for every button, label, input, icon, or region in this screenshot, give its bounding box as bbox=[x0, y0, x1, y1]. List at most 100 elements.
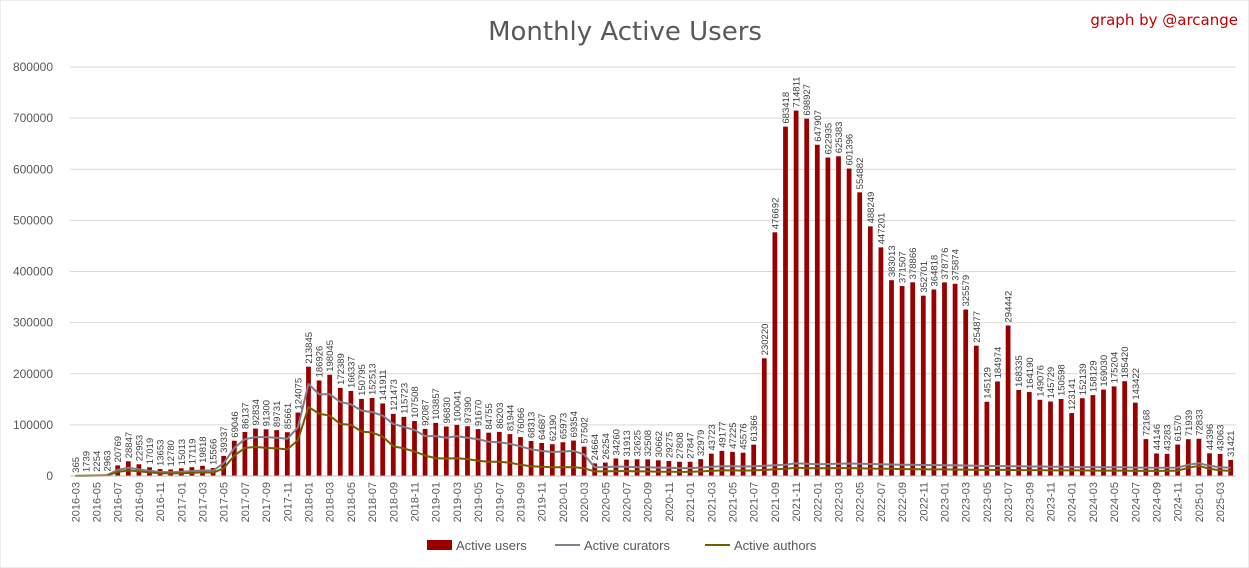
y-tick-label: 500000 bbox=[13, 213, 53, 227]
bar bbox=[708, 453, 714, 476]
x-tick-label: 2016-03 bbox=[70, 482, 82, 522]
bar bbox=[889, 280, 894, 476]
bar bbox=[1090, 395, 1096, 476]
y-tick-label: 800000 bbox=[13, 60, 53, 74]
data-label: 92834 bbox=[251, 399, 262, 425]
bar bbox=[475, 429, 481, 476]
x-tick-label: 2019-03 bbox=[452, 482, 464, 522]
data-label: 100041 bbox=[452, 390, 463, 422]
data-label: 121473 bbox=[389, 379, 400, 411]
data-label: 61366 bbox=[749, 415, 760, 441]
data-label: 45576 bbox=[739, 423, 750, 449]
data-label: 364818 bbox=[929, 255, 940, 287]
data-label: 29275 bbox=[664, 432, 675, 458]
data-label: 65973 bbox=[558, 413, 569, 439]
x-tick-label: 2016-11 bbox=[155, 482, 167, 522]
bar bbox=[825, 157, 831, 476]
x-tick-label: 2016-05 bbox=[92, 482, 104, 522]
legend-label: Active curators bbox=[584, 538, 670, 553]
bar bbox=[274, 430, 280, 476]
data-label: 254877 bbox=[972, 311, 983, 343]
bar bbox=[401, 416, 407, 476]
y-tick-label: 200000 bbox=[13, 367, 53, 381]
data-label: 27808 bbox=[675, 432, 686, 458]
x-tick-label: 2021-05 bbox=[728, 482, 740, 522]
bar bbox=[443, 426, 449, 476]
data-label: 31421 bbox=[1226, 431, 1237, 457]
data-label: 85661 bbox=[283, 403, 294, 429]
data-label: 15013 bbox=[177, 439, 188, 465]
data-label: 2963 bbox=[103, 450, 114, 471]
bar bbox=[1069, 413, 1075, 476]
data-label: 32508 bbox=[643, 430, 654, 456]
bar bbox=[1122, 381, 1128, 476]
data-label: 213845 bbox=[304, 332, 315, 364]
bar bbox=[337, 387, 343, 476]
data-label: 124075 bbox=[293, 378, 304, 410]
bar bbox=[931, 289, 937, 476]
bar bbox=[602, 462, 608, 476]
data-label: 96830 bbox=[442, 397, 453, 423]
x-tick-label: 2024-09 bbox=[1152, 482, 1164, 522]
bar bbox=[560, 442, 566, 476]
data-label: 184974 bbox=[993, 347, 1004, 379]
data-label: 91670 bbox=[474, 400, 485, 426]
data-label: 447201 bbox=[876, 213, 887, 245]
data-label: 92087 bbox=[421, 399, 432, 425]
data-label: 76066 bbox=[516, 408, 527, 434]
data-label: 145129 bbox=[982, 367, 993, 399]
x-tick-label: 2019-05 bbox=[473, 482, 485, 522]
bar bbox=[836, 156, 841, 476]
data-label: 150795 bbox=[357, 364, 368, 396]
data-label: 32979 bbox=[696, 430, 707, 456]
data-label: 91300 bbox=[262, 400, 273, 426]
x-tick-label: 2020-11 bbox=[664, 482, 676, 522]
y-tick-label: 400000 bbox=[13, 265, 53, 279]
bar bbox=[507, 434, 513, 476]
bar bbox=[1058, 399, 1064, 476]
data-label: 47225 bbox=[728, 422, 739, 448]
data-label: 12780 bbox=[166, 440, 177, 466]
bar bbox=[751, 444, 757, 476]
x-tick-label: 2016-09 bbox=[134, 482, 146, 522]
data-label: 166337 bbox=[346, 356, 357, 388]
bar bbox=[433, 422, 439, 476]
x-tick-label: 2024-01 bbox=[1067, 482, 1079, 522]
bar bbox=[306, 366, 311, 476]
x-tick-label: 2021-11 bbox=[791, 482, 803, 522]
y-tick-label: 0 bbox=[46, 469, 53, 483]
data-label: 378866 bbox=[908, 248, 919, 280]
x-tick-label: 2023-01 bbox=[940, 482, 952, 522]
data-label: 26254 bbox=[601, 433, 612, 459]
bar bbox=[1016, 389, 1022, 476]
y-tick-label: 300000 bbox=[13, 316, 53, 330]
legend-label: Active authors bbox=[734, 538, 817, 553]
bar bbox=[1196, 438, 1202, 476]
x-tick-label: 2020-07 bbox=[622, 482, 634, 522]
bar bbox=[1026, 392, 1032, 476]
data-label: 31913 bbox=[622, 430, 633, 456]
bar bbox=[242, 431, 248, 476]
data-label: 141911 bbox=[378, 369, 389, 400]
data-label: 69046 bbox=[230, 411, 241, 437]
data-label: 61570 bbox=[1173, 415, 1184, 441]
bar bbox=[814, 144, 820, 476]
bar bbox=[316, 380, 322, 476]
bar bbox=[454, 424, 460, 476]
gridlines bbox=[70, 66, 1236, 426]
bar bbox=[1207, 453, 1212, 476]
data-label: 57502 bbox=[580, 417, 591, 443]
x-tick-label: 2024-05 bbox=[1109, 482, 1121, 522]
data-label: 1739 bbox=[81, 451, 92, 472]
x-tick-label: 2017-05 bbox=[219, 482, 231, 522]
data-label: 294442 bbox=[1004, 291, 1015, 323]
x-tick-label: 2018-11 bbox=[410, 482, 422, 522]
bar bbox=[878, 247, 884, 476]
bar bbox=[284, 432, 290, 476]
data-label: 143422 bbox=[1131, 368, 1142, 400]
data-label: 44146 bbox=[1152, 424, 1163, 450]
bar bbox=[1037, 399, 1043, 476]
data-label: 68313 bbox=[527, 412, 538, 438]
y-tick-label: 100000 bbox=[13, 418, 53, 432]
data-label: 72833 bbox=[1194, 409, 1205, 435]
